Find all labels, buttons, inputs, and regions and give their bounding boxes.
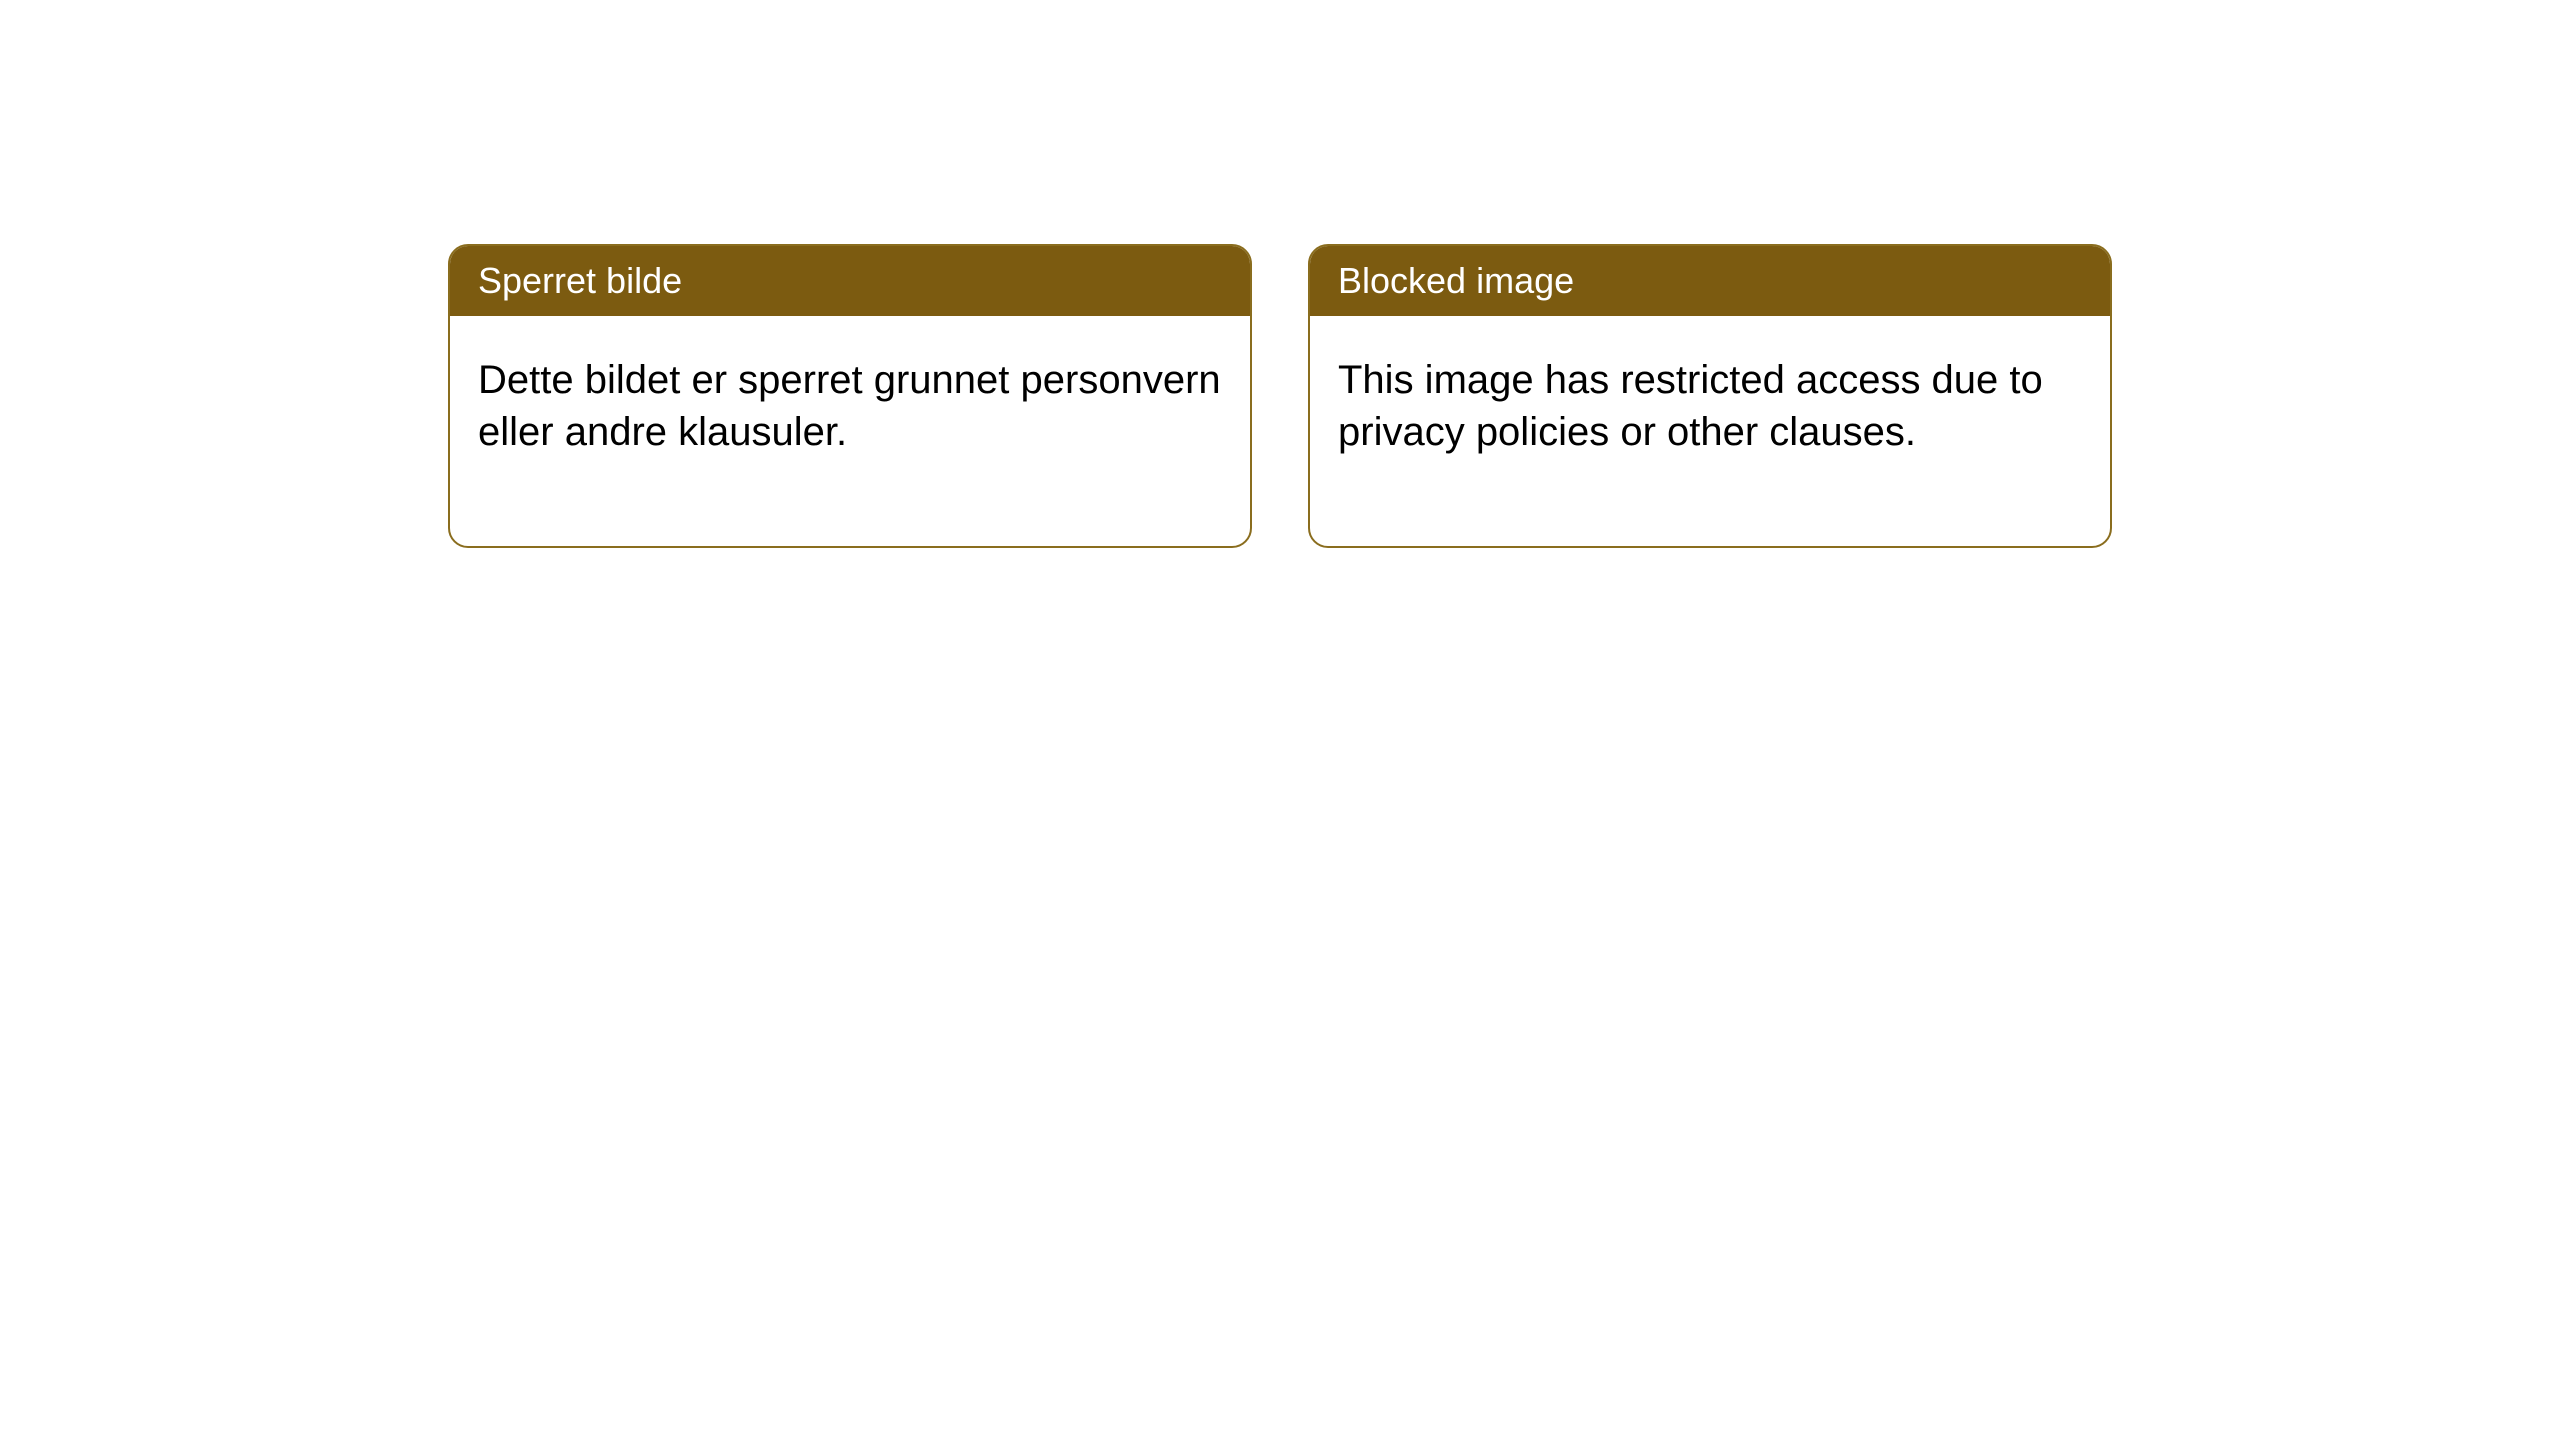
blocked-image-card-en: Blocked image This image has restricted … bbox=[1308, 244, 2112, 548]
card-body: This image has restricted access due to … bbox=[1310, 316, 2110, 546]
card-message: This image has restricted access due to … bbox=[1338, 358, 2043, 454]
card-body: Dette bildet er sperret grunnet personve… bbox=[450, 316, 1250, 546]
card-title: Blocked image bbox=[1338, 260, 1574, 301]
card-header: Blocked image bbox=[1310, 246, 2110, 316]
card-header: Sperret bilde bbox=[450, 246, 1250, 316]
card-title: Sperret bilde bbox=[478, 260, 682, 301]
notice-container: Sperret bilde Dette bildet er sperret gr… bbox=[448, 244, 2112, 548]
card-message: Dette bildet er sperret grunnet personve… bbox=[478, 358, 1221, 454]
blocked-image-card-no: Sperret bilde Dette bildet er sperret gr… bbox=[448, 244, 1252, 548]
